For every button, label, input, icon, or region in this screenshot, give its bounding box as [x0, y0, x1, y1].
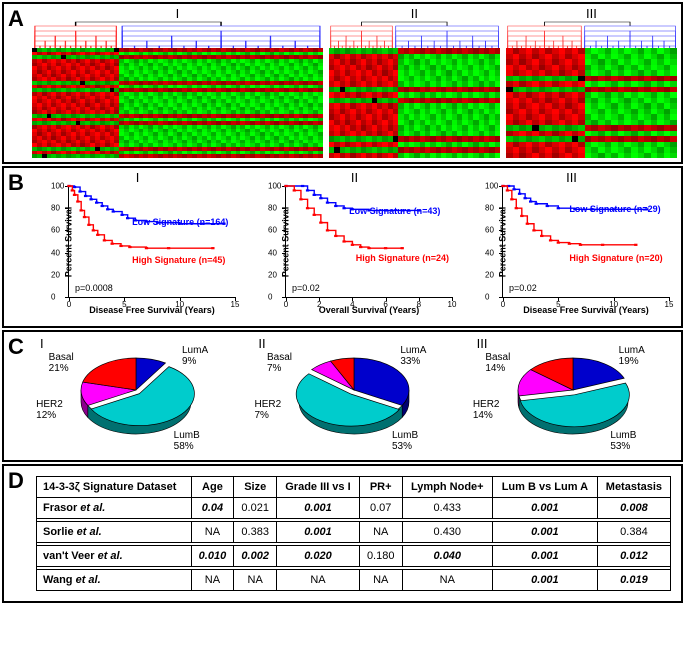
- low-signature-label: Low Signature (n=29): [569, 204, 660, 214]
- pie-slice-label-HER2: HER27%: [254, 399, 281, 421]
- table-header: Age: [191, 477, 234, 498]
- heatmap-I: I: [32, 8, 323, 158]
- pie-slice-label-LumB: LumB58%: [174, 430, 200, 452]
- pie-slice-label-Basal: Basal21%: [49, 352, 74, 374]
- table-row: van't Veer et al.0.0100.0020.0200.1800.0…: [37, 546, 671, 567]
- subpanel-label: III: [477, 336, 488, 351]
- panel-a-label: A: [8, 6, 24, 32]
- heatmap-II: II: [329, 8, 500, 158]
- panel-c-subpanels: I LumA9% LumB58% HER212% Basal21% II LumA33% Lu…: [8, 336, 677, 456]
- pie-slice-label-Basal: Basal14%: [485, 352, 510, 374]
- table-header: Size: [234, 477, 277, 498]
- table-header: Metastasis: [597, 477, 670, 498]
- low-signature-label: Low Signature (n=43): [349, 206, 440, 216]
- x-axis-label: Disease Free Survival (Years): [89, 305, 215, 315]
- panel-b-label: B: [8, 170, 24, 196]
- table-row: Sorlie et al.NA0.3830.001NA0.4300.0010.3…: [37, 522, 671, 543]
- subpanel-label: II: [351, 170, 358, 185]
- panel-a-subpanels: IIIIII: [8, 8, 677, 158]
- table-header: 14-3-3ζ Signature Dataset: [37, 477, 192, 498]
- high-signature-label: High Signature (n=45): [132, 255, 225, 265]
- subpanel-label: I: [176, 6, 180, 21]
- low-signature-label: Low Signature (n=164): [132, 217, 228, 227]
- pie-I: I LumA9% LumB58% HER212% Basal21%: [32, 338, 240, 456]
- pie-II: II LumA33% LumB53% HER27% Basal7%: [250, 338, 458, 456]
- survival-plot-I: IPercent SurvivalDisease Free Survival (…: [32, 172, 243, 322]
- panel-c: C I LumA9% LumB58% HER212% Basal21% II LumA33%…: [2, 330, 683, 462]
- subpanel-label: III: [566, 170, 577, 185]
- pie-slice-label-HER2: HER212%: [36, 399, 63, 421]
- subpanel-label: III: [586, 6, 597, 21]
- panel-d-table: 14-3-3ζ Signature DatasetAgeSizeGrade II…: [36, 476, 671, 591]
- panel-d-table-container: 14-3-3ζ Signature DatasetAgeSizeGrade II…: [8, 470, 677, 597]
- survival-plot-III: IIIPercent SurvivalDisease Free Survival…: [466, 172, 677, 322]
- panel-c-label: C: [8, 334, 24, 360]
- heatmap-III: III: [506, 8, 677, 158]
- table-header: Grade III vs I: [277, 477, 360, 498]
- table-header: Lymph Node+: [402, 477, 492, 498]
- pie-III: III LumA19% LumB53% HER214% Basal14%: [469, 338, 677, 456]
- panel-a: A IIIIII: [2, 2, 683, 164]
- pie-slice-label-Basal: Basal7%: [267, 352, 292, 374]
- subpanel-label: I: [40, 336, 44, 351]
- table-row: Wang et al.NANANANANA0.0010.019: [37, 570, 671, 591]
- panel-d-label: D: [8, 468, 24, 494]
- x-axis-label: Disease Free Survival (Years): [523, 305, 649, 315]
- panel-b-subpanels: IPercent SurvivalDisease Free Survival (…: [8, 172, 677, 322]
- p-value: p=0.02: [292, 283, 320, 293]
- table-header: PR+: [359, 477, 402, 498]
- p-value: p=0.0008: [75, 283, 113, 293]
- p-value: p=0.02: [509, 283, 537, 293]
- table-header: Lum B vs Lum A: [492, 477, 597, 498]
- panel-d: D 14-3-3ζ Signature DatasetAgeSizeGrade …: [2, 464, 683, 603]
- high-signature-label: High Signature (n=20): [569, 253, 662, 263]
- figure: A IIIIII B IPercent SurvivalDisease Free…: [0, 0, 685, 607]
- pie-slice-label-LumB: LumB53%: [610, 430, 636, 452]
- pie-slice-label-LumA: LumA33%: [400, 345, 426, 367]
- survival-plot-II: IIPercent SurvivalOverall Survival (Year…: [249, 172, 460, 322]
- pie-slice-label-LumA: LumA19%: [619, 345, 645, 367]
- high-signature-label: High Signature (n=24): [356, 253, 449, 263]
- pie-slice-label-HER2: HER214%: [473, 399, 500, 421]
- subpanel-label: II: [411, 6, 418, 21]
- pie-slice-label-LumA: LumA9%: [182, 345, 208, 367]
- subpanel-label: I: [136, 170, 140, 185]
- x-axis-label: Overall Survival (Years): [319, 305, 420, 315]
- table-row: Frasor et al.0.040.0210.0010.070.4330.00…: [37, 498, 671, 519]
- pie-slice-label-LumB: LumB53%: [392, 430, 418, 452]
- subpanel-label: II: [258, 336, 265, 351]
- panel-b: B IPercent SurvivalDisease Free Survival…: [2, 166, 683, 328]
